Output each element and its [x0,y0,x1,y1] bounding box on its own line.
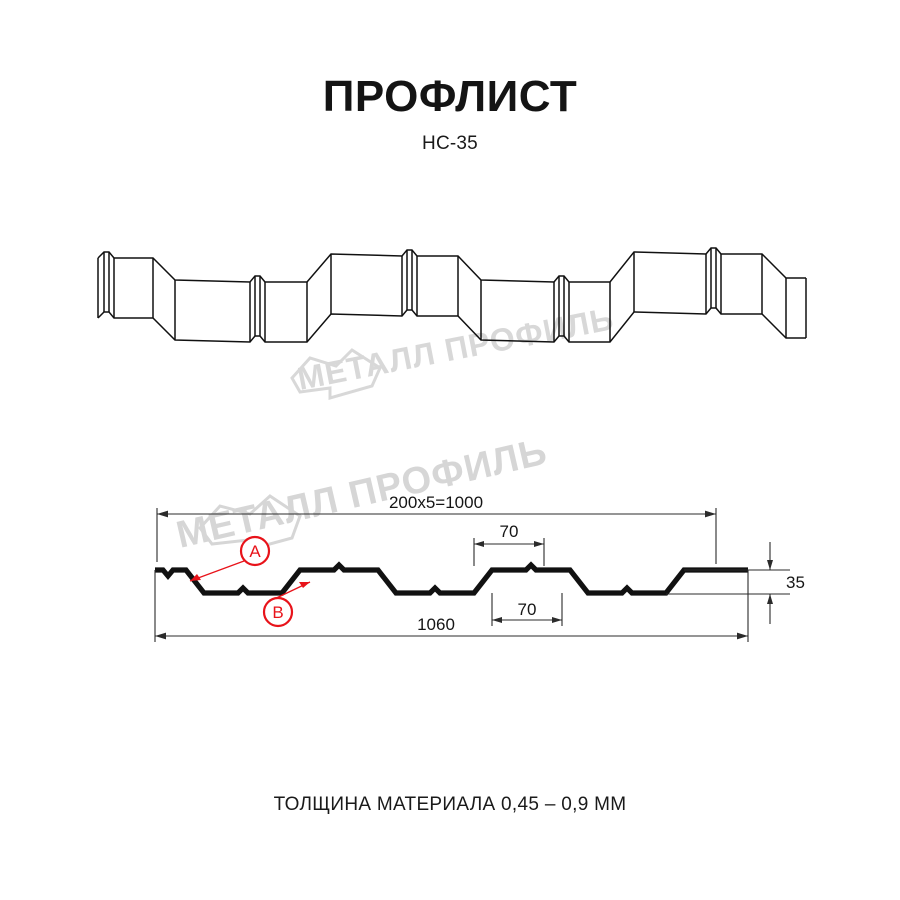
dimension-label-bottom-flat: 70 [518,600,537,619]
dimension-overall-width: 1060 [154,570,749,642]
callout-b: B [262,581,311,628]
dimension-label-height: 35 [786,573,805,592]
material-thickness-note: ТОЛЩИНА МАТЕРИАЛА 0,45 – 0,9 ММ [273,794,627,815]
dimension-label-overall-width: 1060 [417,615,455,634]
watermark-logo-icon [290,348,382,400]
product-model-subtitle: НС-35 [422,133,478,155]
dimension-label-pitch-total: 200x5=1000 [389,493,483,512]
callout-b-circle [262,596,294,628]
dimension-bottom-flat: 70 [491,593,563,626]
dimension-height: 35 [666,542,805,624]
callout-a-circle [239,535,271,567]
page-title: ПРОФЛИСТ [322,72,578,121]
dimension-top-flat: 70 [473,522,545,566]
watermark-logo-icon-section [198,494,302,552]
watermark-section: МЕТАЛЛ ПРОФИЛЬ [173,431,552,557]
callout-a: A [189,535,271,582]
corrugated-sheet-geometry [97,247,807,343]
dimension-pitch-total: 200x5=1000 [156,493,717,564]
isometric-profile-illustration: МЕТАЛЛ ПРОФИЛЬ [97,247,807,400]
callout-b-label: B [272,603,283,622]
watermark-text-section: МЕТАЛЛ ПРОФИЛЬ [173,431,552,557]
profile-cross-section [155,561,748,596]
section-dimensioned-drawing: МЕТАЛЛ ПРОФИЛЬ 200x5=1000 70 [154,431,805,642]
title-block: ПРОФЛИСТ НС-35 [0,72,900,155]
dimension-label-top-flat: 70 [500,522,519,541]
callout-a-label: A [249,542,261,561]
